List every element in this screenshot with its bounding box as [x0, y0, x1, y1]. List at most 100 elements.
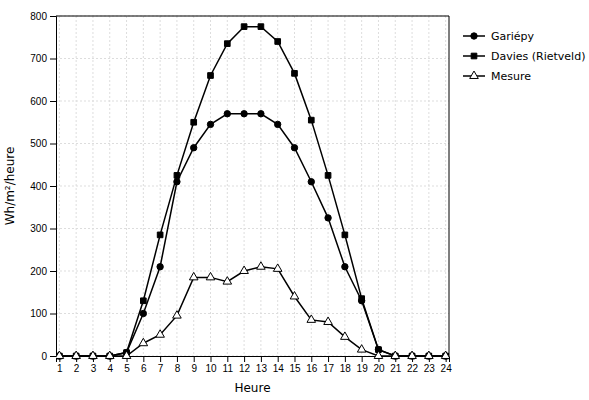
tick-label: 9 — [191, 363, 197, 374]
tick: 0 — [41, 351, 56, 362]
tick: 14 — [273, 356, 285, 374]
marker — [191, 119, 197, 125]
marker — [56, 351, 64, 358]
marker — [257, 262, 266, 269]
tick-mark — [50, 59, 56, 60]
tick-label: 2 — [74, 363, 80, 374]
grid-line — [210, 16, 211, 356]
grid-line — [56, 58, 449, 59]
marker — [325, 173, 331, 179]
tick-label: 10 — [205, 363, 217, 374]
tick: 700 — [30, 53, 56, 64]
grid-line — [227, 16, 228, 356]
tick-label: 6 — [141, 363, 147, 374]
tick-label: 500 — [30, 138, 47, 149]
tick-mark — [50, 144, 56, 145]
marker — [391, 351, 400, 358]
marker — [122, 351, 131, 358]
tick: 8 — [175, 356, 181, 374]
tick-mark — [261, 356, 262, 362]
tick-mark — [160, 356, 161, 362]
grid-line — [56, 186, 449, 187]
tick-label: 3 — [91, 363, 97, 374]
tick-mark — [244, 356, 245, 362]
marker — [105, 351, 114, 358]
grid-line — [193, 16, 194, 356]
line — [59, 114, 445, 356]
marker — [139, 338, 148, 345]
grid-line — [76, 16, 77, 356]
tick: 100 — [30, 308, 56, 319]
tick-label: 12 — [239, 363, 251, 374]
tick-mark — [50, 356, 56, 357]
marker — [441, 351, 449, 358]
marker — [89, 351, 98, 358]
legend-item: Mesure — [463, 70, 531, 83]
marker — [425, 351, 434, 358]
tick: 16 — [306, 356, 318, 374]
tick: 300 — [30, 223, 56, 234]
tick-label: 13 — [256, 363, 268, 374]
tick-mark — [328, 356, 329, 362]
tick-label: 300 — [30, 223, 47, 234]
marker — [341, 332, 350, 339]
grid-line — [56, 313, 449, 314]
grid-line — [92, 16, 93, 356]
marker — [258, 111, 264, 117]
tick-label: 800 — [30, 11, 47, 22]
plot: 1234567891011121314151617181920212223240… — [30, 11, 452, 374]
grid-line — [56, 16, 449, 17]
tick-mark — [345, 356, 346, 362]
tick-label: 400 — [30, 181, 47, 192]
tick-label: 700 — [30, 53, 47, 64]
marker — [357, 345, 366, 352]
tick: 11 — [223, 356, 234, 374]
marker — [342, 264, 348, 270]
marker — [224, 111, 230, 117]
marker — [224, 41, 230, 47]
legend-symbol — [471, 33, 477, 39]
grid-line — [277, 16, 278, 356]
tick-mark — [294, 356, 295, 362]
series — [56, 111, 449, 360]
marker — [223, 277, 232, 284]
marker — [291, 145, 297, 151]
marker — [189, 272, 198, 279]
grid-line — [395, 16, 396, 356]
legend-symbol — [470, 71, 479, 78]
legend-label: Gariépy — [491, 30, 535, 43]
tick-label: 8 — [175, 363, 181, 374]
marker — [408, 351, 417, 358]
tick: 17 — [323, 356, 335, 374]
tick: 19 — [357, 356, 369, 374]
marker — [240, 266, 249, 273]
grid-line — [294, 16, 295, 356]
frame — [56, 16, 449, 17]
tick-label: 16 — [306, 363, 318, 374]
grid — [56, 16, 449, 356]
grid-line — [428, 16, 429, 356]
line — [59, 267, 445, 356]
tick-label: 24 — [441, 363, 453, 374]
grid-line — [378, 16, 379, 356]
tick: 9 — [191, 356, 197, 374]
axis-line — [50, 17, 57, 357]
marker — [307, 315, 316, 322]
grid-line — [126, 16, 127, 356]
grid-line — [260, 16, 261, 356]
marker — [275, 121, 281, 127]
tick-label: 21 — [390, 363, 402, 374]
tick-mark — [143, 356, 144, 362]
marker — [374, 351, 383, 358]
x-axis-title: Heure — [234, 381, 270, 395]
tick-label: 14 — [273, 363, 285, 374]
marker — [275, 39, 281, 45]
tick-label: 1 — [57, 363, 63, 374]
tick-label: 17 — [323, 363, 335, 374]
marker — [241, 24, 247, 30]
series-group — [56, 24, 449, 359]
y-axis-title: Wh/m²/heure — [3, 147, 17, 226]
tick-mark — [177, 356, 178, 362]
grid-line — [311, 16, 312, 356]
marker — [258, 24, 264, 30]
